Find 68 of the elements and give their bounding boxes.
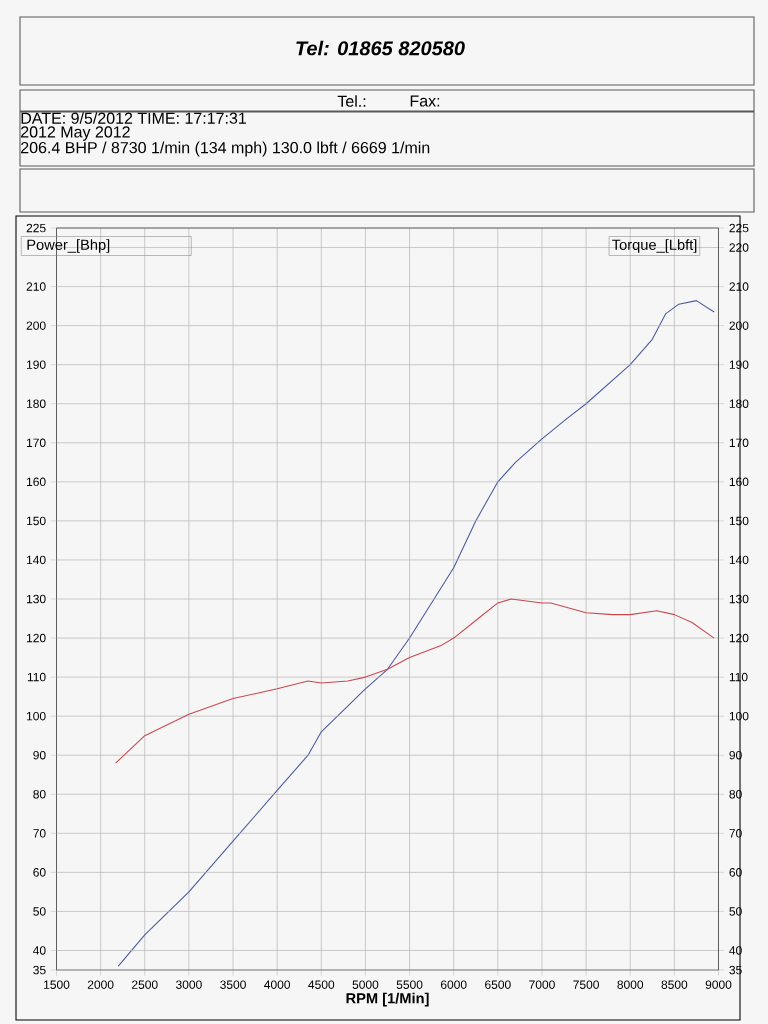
y2-tick-label: 35 [729,965,742,975]
y-tick-label: 90 [33,750,46,760]
x-tick-label: 7500 [573,980,599,989]
y2-tick-label: 60 [729,868,742,877]
x-tick-label: 8500 [661,980,688,989]
y2-tick-label: 170 [729,438,749,448]
y2-tick-label: 200 [729,321,749,330]
y2-tick-label: 100 [729,711,749,721]
y-tick-label: 80 [33,790,46,799]
y2-tick-label: 190 [729,360,749,369]
x-tick-label: 3500 [220,980,246,989]
y-tick-label: 200 [26,321,46,330]
x-tick-label: 6500 [485,980,511,989]
y2-tick-label: 210 [729,282,749,291]
x-tick-label: 5000 [352,980,379,989]
y2-tick-label: 90 [729,750,742,760]
text: 2012 May 2012 [21,126,130,141]
y-tick-label: 140 [27,555,46,565]
y-tick-label: 35 [33,965,46,975]
y-tick-label: 60 [33,868,46,877]
y2-tick-label: 160 [729,477,749,487]
line-series [115,598,715,764]
x-tick-label: 8000 [617,980,644,989]
y-tick-label: 170 [27,438,46,448]
x-tick-label: 3000 [176,980,202,989]
x-tick-label: 7000 [529,980,555,989]
x-tick-label: 4000 [264,980,291,989]
text: DATE: 9/5/2012 TIME: 17:17:31 [21,112,246,124]
y-tick-label: 120 [27,633,46,643]
chart-title: Tel: 01865 820580 [296,40,465,56]
y-tick-label: 190 [27,360,46,369]
y-tick-label: 100 [27,711,46,721]
y2-tick-label: 120 [729,633,749,643]
text: Fax: [410,95,440,107]
x-tick-label: 1500 [44,980,70,989]
y2-tick-label: 80 [729,790,742,799]
y-tick-label: 130 [27,594,46,604]
y-tick-label: 40 [33,946,46,955]
y-tick-label: 180 [27,399,46,408]
y2-tick-label: 110 [729,672,748,682]
y2-tick-label: 70 [729,829,742,838]
x-tick-label: 5500 [396,980,423,989]
x-tick-label: 2500 [132,980,158,989]
y-tick-label: 210 [26,282,46,291]
x-tick-label: 9000 [705,980,732,989]
y-axis-title: Power_[Bhp] [27,239,110,253]
y-tick-label: 50 [33,907,46,916]
y2-tick-label: 140 [729,555,749,565]
y-tick-label: 70 [33,829,46,838]
x-tick-label: 4500 [308,980,335,989]
y-tick-label: 225 [26,223,46,233]
y2-tick-label: 225 [729,223,749,233]
text: Tel.: [337,95,366,107]
line-series [117,300,715,967]
x-tick-label: 6000 [440,980,467,989]
y2-axis-title: Torque_[Lbft] [612,239,697,253]
y2-tick-label: 50 [729,907,742,916]
x-tick-label: 2000 [87,980,114,989]
text: 206.4 BHP / 8730 1/min (134 mph) 130.0 lbft / 6669 1/min [21,141,430,157]
y2-tick-label: 180 [729,399,749,408]
y-tick-label: 160 [27,477,46,487]
y2-tick-label: 220 [729,243,749,252]
y2-tick-label: 40 [729,946,742,955]
x-axis-title: RPM [1/Min] [346,992,429,1007]
y-tick-label: 110 [27,672,46,682]
y-tick-label: 150 [27,516,46,526]
y2-tick-label: 130 [729,594,749,604]
y2-tick-label: 150 [729,516,749,526]
